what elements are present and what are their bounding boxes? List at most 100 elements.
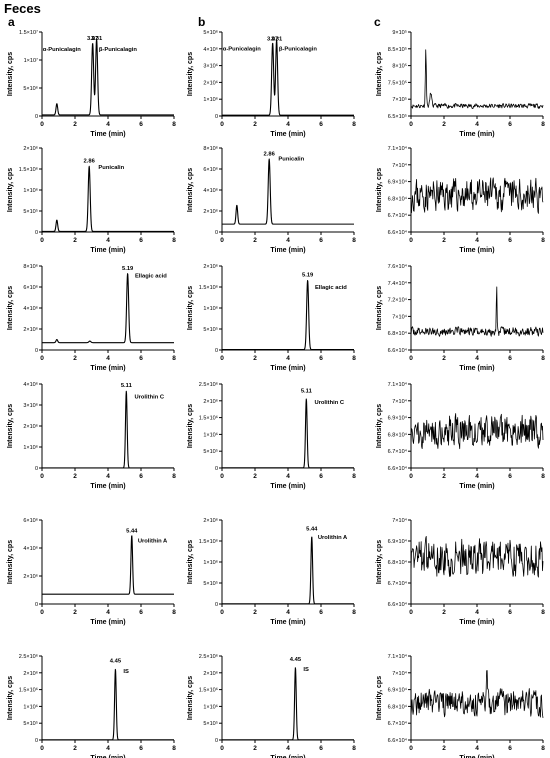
x-tick-label: 2 <box>442 609 446 616</box>
y-tick-label: 7.1×10⁴ <box>388 145 408 152</box>
x-tick-label: 8 <box>541 473 545 480</box>
y-tick-label: 1.5×10⁶ <box>19 166 38 173</box>
x-tick-label: 8 <box>172 473 176 480</box>
chromatogram-trace <box>41 38 175 116</box>
peak-annotation: Ellagic acid <box>135 274 167 280</box>
y-axis-label: Intensity, cps <box>7 168 14 212</box>
y-tick-label: 6.8×10⁴ <box>388 330 408 337</box>
chromatogram-trace <box>410 286 544 337</box>
y-tick-label: 1×10⁶ <box>23 187 38 194</box>
y-axis-label: Intensity, cps <box>187 676 194 720</box>
y-axis-label: Intensity, cps <box>376 168 383 212</box>
x-tick-label: 2 <box>73 745 77 752</box>
peak-annotation: IS <box>123 669 129 675</box>
peak-annotation: α-Punicalagin <box>43 47 81 53</box>
y-tick-label: 2×10⁶ <box>23 145 38 152</box>
chart-panel-1-0: 0 5×10⁵ 1×10⁶ 1.5×10⁶ 2×10⁶ 0 2 4 6 8 Time (min) In… <box>7 145 176 254</box>
peak-annotation: 3.31 <box>91 36 103 42</box>
y-axis-label: Intensity, cps <box>7 540 14 584</box>
x-axis-label: Time (min) <box>270 483 305 490</box>
x-tick-label: 2 <box>73 355 77 362</box>
y-tick-label: 2×10⁶ <box>23 573 38 580</box>
x-tick-label: 8 <box>352 473 356 480</box>
y-tick-label: 8×10⁶ <box>23 263 38 270</box>
y-tick-label: 3×10⁶ <box>23 402 38 409</box>
x-tick-label: 0 <box>220 745 224 752</box>
x-tick-label: 4 <box>106 473 110 480</box>
y-tick-label: 0 <box>35 466 38 472</box>
y-tick-label: 6.6×10⁴ <box>388 347 408 354</box>
x-tick-label: 2 <box>253 473 257 480</box>
y-tick-label: 5×10⁵ <box>203 580 218 587</box>
peak-annotation: α-Punicalagin <box>223 46 261 52</box>
y-tick-label: 6×10⁶ <box>23 517 38 524</box>
chromatogram-trace <box>41 535 175 595</box>
y-tick-label: 6.8×10⁴ <box>388 559 408 566</box>
x-tick-label: 0 <box>40 355 44 362</box>
y-tick-label: 0 <box>215 348 218 354</box>
x-axis-label: Time (min) <box>459 131 494 138</box>
x-tick-label: 8 <box>172 609 176 616</box>
peak-annotation: 5.11 <box>301 388 313 394</box>
peak-annotation: 5.11 <box>121 383 133 389</box>
y-tick-label: 2×10⁶ <box>203 79 218 86</box>
x-tick-label: 6 <box>508 745 512 752</box>
chromatogram-trace <box>41 165 175 232</box>
y-tick-label: 1×10⁶ <box>203 305 218 312</box>
x-axis-label: Time (min) <box>270 755 305 758</box>
y-tick-label: 5×10⁵ <box>23 720 38 727</box>
peak-annotation: 5.19 <box>122 266 134 272</box>
y-axis-label: Intensity, cps <box>376 540 383 584</box>
peak-annotation: IS <box>303 667 309 673</box>
y-tick-label: 2×10⁶ <box>23 326 38 333</box>
chromatogram-trace <box>221 280 355 351</box>
y-axis-label: Intensity, cps <box>376 286 383 330</box>
x-axis-label: Time (min) <box>90 365 125 372</box>
chromatogram-trace <box>221 536 355 605</box>
peak-annotation: 5.44 <box>306 527 318 533</box>
y-tick-label: 7×10⁴ <box>392 517 407 524</box>
peak-annotation: Punicalin <box>98 165 124 171</box>
x-tick-label: 2 <box>73 609 77 616</box>
x-tick-label: 6 <box>508 355 512 362</box>
x-tick-label: 6 <box>319 237 323 244</box>
y-tick-label: 7×10⁵ <box>392 96 407 103</box>
y-tick-label: 6.9×10⁴ <box>388 687 408 694</box>
y-tick-label: 6.6×10⁴ <box>388 465 408 472</box>
x-tick-label: 4 <box>286 745 290 752</box>
x-tick-label: 8 <box>541 237 545 244</box>
x-tick-label: 2 <box>253 609 257 616</box>
chromatogram-trace <box>221 39 355 116</box>
y-tick-label: 0 <box>35 114 38 120</box>
x-tick-label: 2 <box>73 121 77 128</box>
peak-annotation: Urolithin C <box>134 395 164 401</box>
x-tick-label: 2 <box>442 473 446 480</box>
x-tick-label: 2 <box>73 473 77 480</box>
chart-panel-5-0: 0 5×10⁵ 1×10⁶ 1.5×10⁶ 2×10⁶ 2.5×10⁶ 0 2 4 6 8 Time … <box>7 653 176 758</box>
x-tick-label: 4 <box>475 121 479 128</box>
x-tick-label: 6 <box>139 121 143 128</box>
y-tick-label: 0 <box>215 466 218 472</box>
x-axis-label: Time (min) <box>90 483 125 490</box>
y-tick-label: 2×10⁶ <box>23 423 38 430</box>
x-tick-label: 0 <box>40 237 44 244</box>
y-tick-label: 5×10⁶ <box>23 85 38 92</box>
x-tick-label: 6 <box>139 745 143 752</box>
chromatogram-trace <box>410 535 544 578</box>
x-tick-label: 2 <box>442 355 446 362</box>
y-tick-label: 6×10⁶ <box>23 284 38 291</box>
y-tick-label: 6.8×10⁴ <box>388 703 408 710</box>
x-tick-label: 8 <box>352 121 356 128</box>
x-tick-label: 2 <box>253 745 257 752</box>
y-axis-label: Intensity, cps <box>7 404 14 448</box>
y-tick-label: 1.5×10⁷ <box>19 29 38 36</box>
y-axis-label: Intensity, cps <box>187 52 194 96</box>
y-tick-label: 0 <box>35 230 38 236</box>
x-tick-label: 8 <box>172 237 176 244</box>
x-tick-label: 2 <box>442 121 446 128</box>
column-label-c: c <box>374 15 381 29</box>
y-tick-label: 6.8×10⁴ <box>388 431 408 438</box>
x-tick-label: 6 <box>319 355 323 362</box>
x-axis-label: Time (min) <box>270 247 305 254</box>
peak-annotation: Urolithin A <box>138 538 168 544</box>
